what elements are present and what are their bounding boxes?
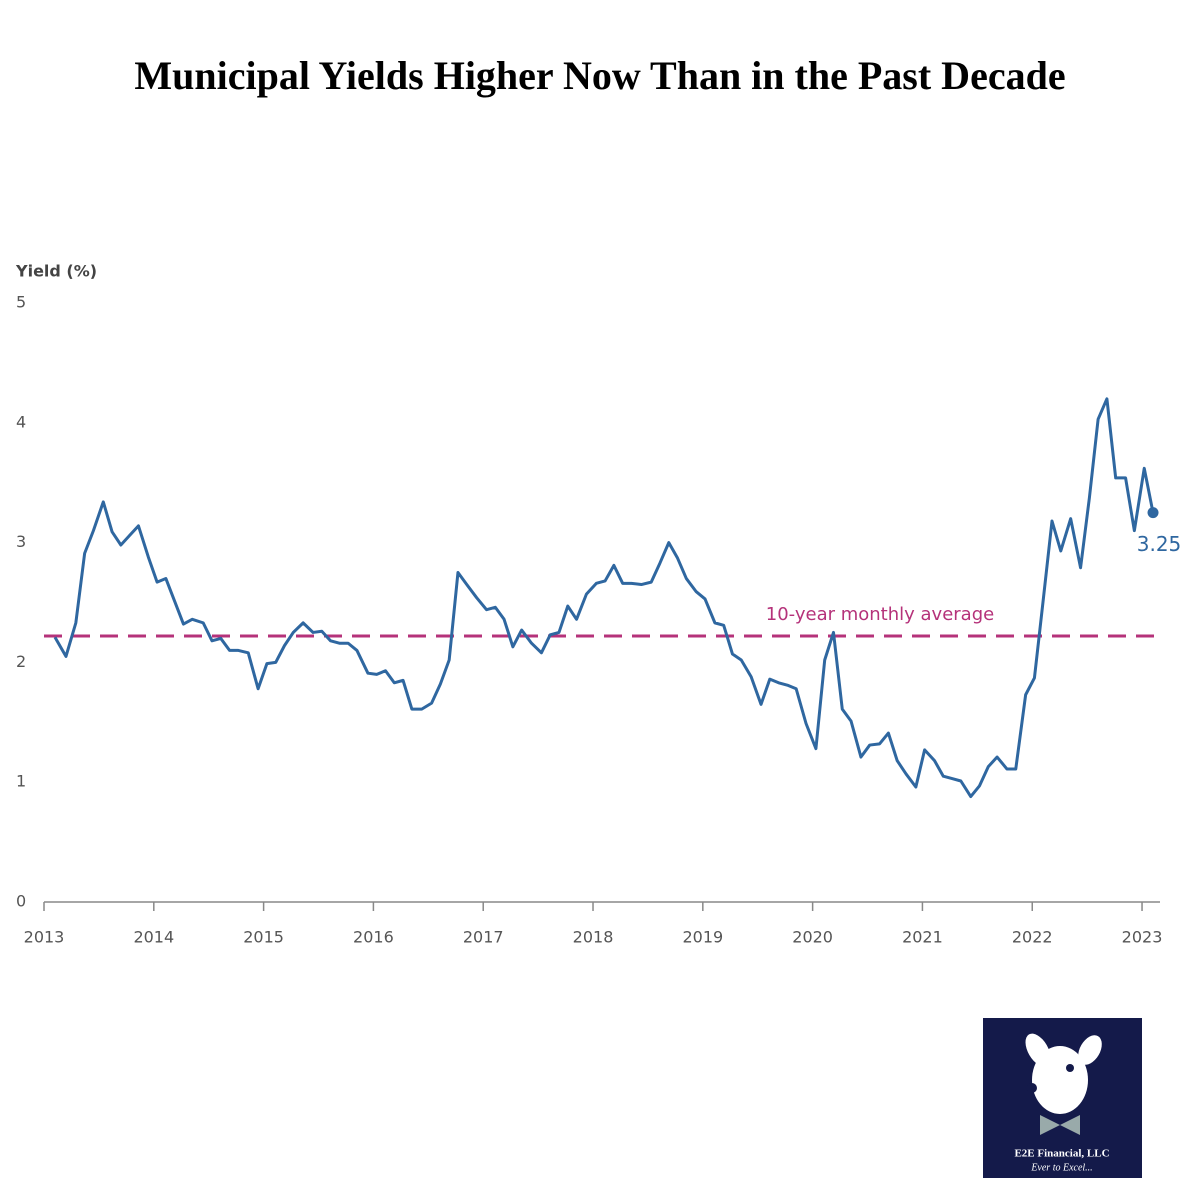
logo: E2E Financial, LLC Ever to Excel... bbox=[983, 1018, 1142, 1178]
logo-name: E2E Financial, LLC bbox=[1014, 1148, 1109, 1160]
end-point bbox=[1147, 507, 1159, 519]
y-axis-label: Yield (%) bbox=[15, 262, 97, 281]
x-tick-label: 2018 bbox=[573, 928, 614, 947]
logo-eye bbox=[1066, 1064, 1074, 1072]
y-tick-label: 2 bbox=[16, 652, 26, 671]
y-tick-label: 4 bbox=[16, 412, 26, 431]
y-tick-label: 5 bbox=[16, 293, 26, 312]
average-label: 10-year monthly average bbox=[766, 604, 994, 625]
y-tick-label: 0 bbox=[16, 892, 26, 911]
logo-bowtie bbox=[1040, 1115, 1080, 1135]
y-tick-label: 3 bbox=[16, 532, 26, 551]
logo-ear bbox=[1025, 1033, 1051, 1067]
logo-ear bbox=[1078, 1035, 1102, 1065]
x-tick-label: 2017 bbox=[463, 928, 504, 947]
x-tick-label: 2021 bbox=[902, 928, 943, 947]
logo-tagline: Ever to Excel... bbox=[1030, 1162, 1092, 1173]
x-tick-label: 2015 bbox=[243, 928, 284, 947]
chart-title: Municipal Yields Higher Now Than in the … bbox=[134, 53, 1065, 98]
x-tick-label: 2013 bbox=[24, 928, 65, 947]
x-tick-label: 2019 bbox=[682, 928, 723, 947]
x-tick-label: 2016 bbox=[353, 928, 394, 947]
x-tick-label: 2014 bbox=[133, 928, 174, 947]
x-tick-label: 2020 bbox=[792, 928, 833, 947]
x-tick-label: 2023 bbox=[1122, 928, 1163, 947]
x-tick-label: 2022 bbox=[1012, 928, 1053, 947]
y-tick-label: 1 bbox=[16, 772, 26, 791]
end-label: 3.25 bbox=[1137, 532, 1182, 556]
logo-nose bbox=[1027, 1083, 1037, 1093]
series-line bbox=[53, 397, 1155, 799]
